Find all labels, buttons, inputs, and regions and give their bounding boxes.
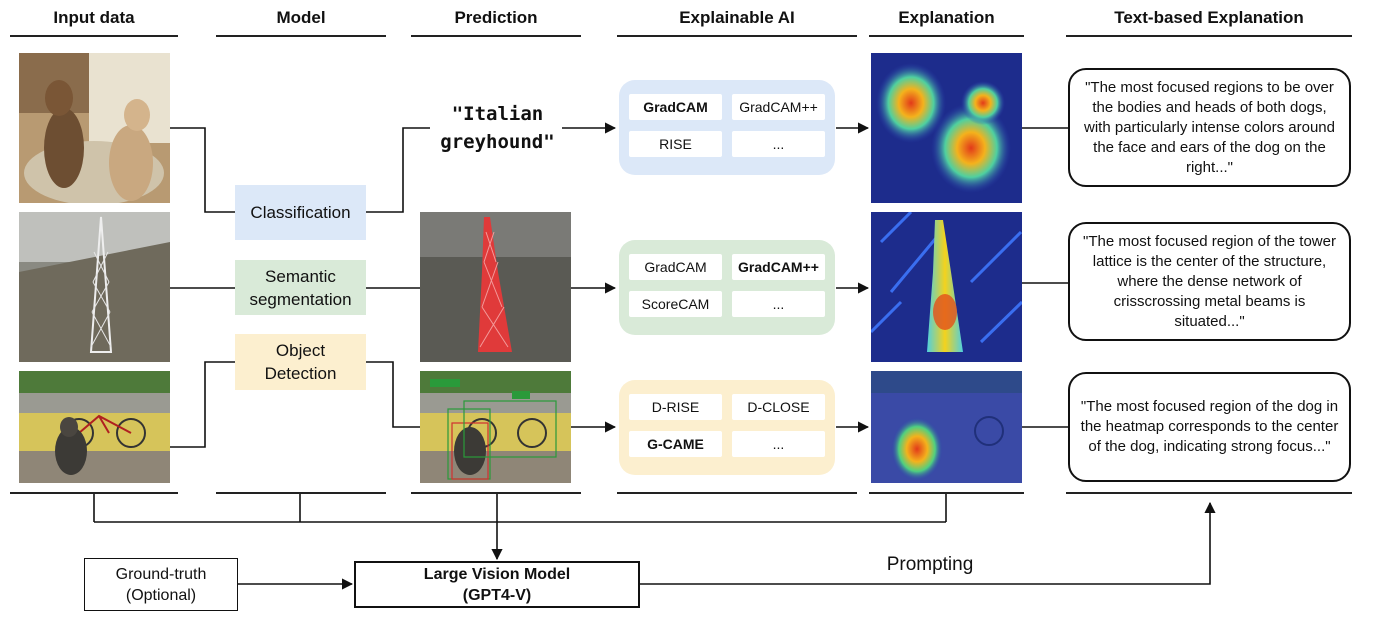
prompting-label: Prompting bbox=[886, 554, 974, 575]
xai-method-scorecam: ScoreCAM bbox=[629, 291, 722, 317]
header-input-data: Input data bbox=[53, 8, 135, 27]
header-divider bbox=[216, 35, 386, 37]
column-footer-line bbox=[617, 492, 857, 494]
xai-method-g-came: G-CAME bbox=[629, 431, 722, 457]
explanation-heatmap-dogs bbox=[871, 53, 1022, 203]
column-footer-line bbox=[10, 492, 178, 494]
header-explainable-ai: Explainable AI bbox=[679, 8, 795, 27]
header-text-explanation: Text-based Explanation bbox=[1114, 8, 1304, 27]
input-image-dogs bbox=[19, 53, 170, 203]
prediction-classification-label: "Italian greyhound" bbox=[440, 103, 555, 153]
header-prediction: Prediction bbox=[454, 8, 538, 27]
header-divider bbox=[411, 35, 581, 37]
xai-method-d-rise: D-RISE bbox=[629, 394, 722, 420]
header-divider bbox=[10, 35, 178, 37]
model-classification-label: Classification bbox=[250, 203, 351, 222]
model-detection-label: Object Detection bbox=[264, 341, 337, 383]
large-vision-model-box: Large Vision Model (GPT4-V) bbox=[354, 561, 640, 608]
xai-method-gradcampp: GradCAM++ bbox=[732, 254, 825, 280]
xai-method-more: ... bbox=[732, 431, 825, 457]
model-segmentation-label: Semantic segmentation bbox=[249, 266, 352, 309]
column-footer-line bbox=[869, 492, 1024, 494]
ground-truth-box: Ground-truth (Optional) bbox=[84, 558, 238, 611]
model-object-detection: Object Detection bbox=[235, 334, 366, 390]
explanation-heatmap-dog-detection bbox=[871, 371, 1022, 483]
input-image-tower bbox=[19, 212, 170, 362]
xai-group-classification: GradCAM GradCAM++ RISE ... bbox=[619, 80, 835, 175]
column-footer-line bbox=[411, 492, 581, 494]
input-image-bicycle-dog bbox=[19, 371, 170, 483]
model-classification: Classification bbox=[235, 185, 366, 240]
xai-method-gradcam: GradCAM bbox=[629, 94, 722, 120]
prediction-detection-image bbox=[420, 371, 571, 483]
xai-group-segmentation: GradCAM GradCAM++ ScoreCAM ... bbox=[619, 240, 835, 335]
text-explanation-segmentation: "The most focused region of the tower la… bbox=[1068, 222, 1351, 341]
xai-group-detection: D-RISE D-CLOSE G-CAME ... bbox=[619, 380, 835, 475]
xai-method-d-close: D-CLOSE bbox=[732, 394, 825, 420]
header-model: Model bbox=[276, 8, 326, 27]
xai-method-gradcampp: GradCAM++ bbox=[732, 94, 825, 120]
ground-truth-label: Ground-truth (Optional) bbox=[115, 565, 207, 604]
column-footer-line bbox=[1066, 492, 1352, 494]
header-divider bbox=[617, 35, 857, 37]
explanation-heatmap-tower bbox=[871, 212, 1022, 362]
model-semantic-segmentation: Semantic segmentation bbox=[235, 260, 366, 315]
text-explanation-detection: "The most focused region of the dog in t… bbox=[1068, 372, 1351, 482]
xai-method-more: ... bbox=[732, 131, 825, 157]
text-explanation-classification: "The most focused regions to be over the… bbox=[1068, 68, 1351, 187]
header-divider bbox=[1066, 35, 1352, 37]
header-explanation: Explanation bbox=[898, 8, 995, 27]
prediction-segmentation-image bbox=[420, 212, 571, 362]
column-footer-line bbox=[216, 492, 386, 494]
xai-method-gradcam: GradCAM bbox=[629, 254, 722, 280]
xai-method-more: ... bbox=[732, 291, 825, 317]
xai-method-rise: RISE bbox=[629, 131, 722, 157]
header-divider bbox=[869, 35, 1024, 37]
large-vision-model-label: Large Vision Model (GPT4-V) bbox=[423, 565, 571, 604]
